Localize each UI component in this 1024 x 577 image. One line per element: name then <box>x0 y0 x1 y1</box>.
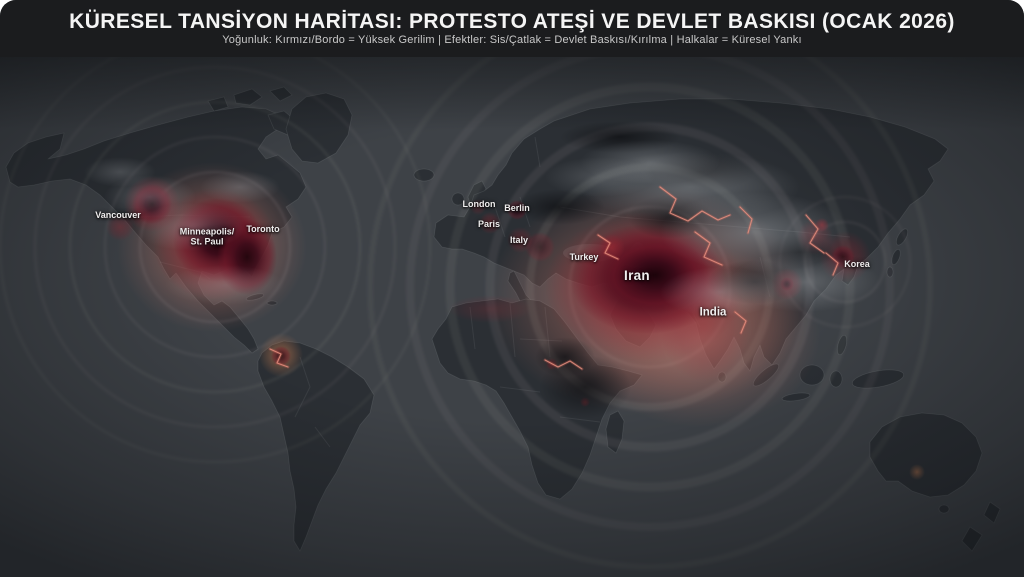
world-map-svg <box>0 57 1024 577</box>
map-header: KÜRESEL TANSİYON HARİTASI: PROTESTO ATEŞ… <box>0 0 1024 57</box>
tasmania <box>938 504 950 514</box>
world-map-area: Vancouver Minneapolis/ St. Paul Toronto … <box>0 57 1024 577</box>
legend-subtitle: Yoğunluk: Kırmızı/Bordo = Yüksek Gerilim… <box>222 34 802 46</box>
ireland <box>451 192 465 206</box>
page-title: KÜRESEL TANSİYON HARİTASI: PROTESTO ATEŞ… <box>69 10 955 33</box>
